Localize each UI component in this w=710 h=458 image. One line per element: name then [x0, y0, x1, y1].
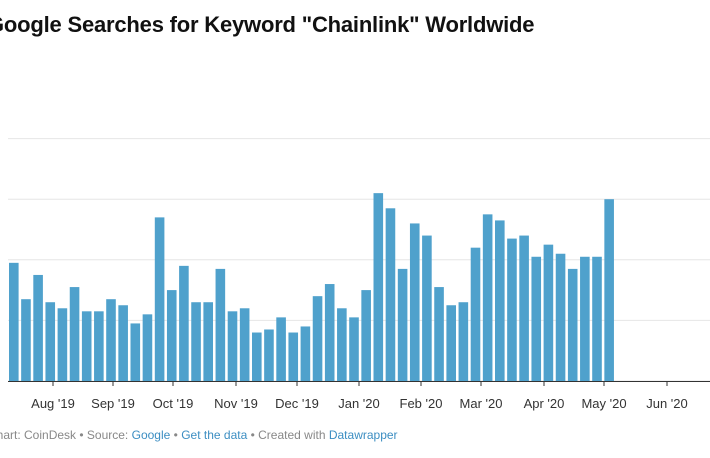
footer-created-with: • Created with	[250, 428, 326, 442]
bar	[203, 302, 213, 381]
x-tick-label: Aug '19	[31, 396, 75, 411]
bar	[434, 287, 444, 381]
bar	[166, 290, 177, 381]
source-link[interactable]: Google	[131, 428, 171, 442]
x-tick-label: Nov '19	[214, 396, 258, 411]
bar	[373, 193, 384, 381]
bar	[543, 244, 554, 381]
x-tick-label: May '20	[581, 396, 626, 411]
bar	[252, 332, 262, 381]
bar	[580, 256, 590, 381]
bar	[507, 238, 517, 381]
bar	[555, 253, 566, 381]
bar	[179, 265, 189, 381]
bar-chart: Aug '19 Sep '19 Oct '19 Nov '19 Dec '19 Jan '…	[8, 138, 710, 411]
bar	[227, 311, 238, 381]
bar	[45, 302, 56, 381]
footer-separator: •	[173, 428, 178, 442]
bar	[264, 329, 274, 381]
bar	[495, 220, 505, 381]
bar	[154, 217, 165, 381]
x-tick-label: Jun '20	[646, 396, 688, 411]
bar	[57, 308, 68, 381]
bar	[519, 235, 529, 381]
bar	[324, 284, 335, 381]
datawrapper-link[interactable]: Datawrapper	[328, 428, 398, 442]
bar	[106, 299, 116, 381]
bar	[458, 302, 469, 381]
x-tick-label: Feb '20	[400, 396, 443, 411]
get-data-link[interactable]: Get the data	[181, 428, 248, 442]
bar	[470, 247, 481, 381]
bar	[215, 268, 226, 381]
bar	[312, 296, 323, 381]
bar	[69, 287, 80, 381]
bar	[300, 326, 311, 381]
bar	[191, 302, 201, 381]
x-tick-label: Dec '19	[275, 396, 319, 411]
bar	[9, 262, 19, 381]
bar	[482, 214, 493, 381]
bar	[33, 274, 43, 381]
bar	[592, 256, 602, 381]
bar	[142, 314, 153, 381]
x-tick-label: Apr '20	[524, 396, 565, 411]
bar	[397, 268, 408, 381]
bar	[94, 311, 104, 381]
x-tick-label: Mar '20	[460, 396, 503, 411]
x-tick-label: Oct '19	[153, 396, 194, 411]
bar	[385, 208, 396, 381]
bar	[288, 332, 299, 381]
bar	[446, 305, 456, 381]
bar	[409, 223, 420, 381]
x-tick-label: Jan '20	[338, 396, 380, 411]
bar	[239, 308, 250, 381]
bar	[337, 308, 347, 381]
bar	[21, 299, 31, 381]
bar	[422, 235, 432, 381]
bars	[9, 193, 614, 381]
footer-credit: Chart: CoinDesk • Source:	[0, 428, 129, 442]
bar	[604, 199, 614, 381]
chart-title: Google Searches for Keyword "Chainlink" …	[0, 12, 535, 37]
bar	[118, 305, 128, 381]
chart-footer: Chart: CoinDesk • Source: Google • Get t…	[0, 428, 398, 442]
bar	[361, 290, 371, 381]
bar	[349, 317, 359, 381]
bar	[130, 323, 141, 381]
x-axis-labels: Aug '19 Sep '19 Oct '19 Nov '19 Dec '19 Jan '…	[31, 396, 688, 411]
bar	[276, 317, 286, 381]
bar	[531, 256, 542, 381]
bar	[567, 268, 578, 381]
bar	[81, 311, 92, 381]
x-axis-ticks	[8, 381, 710, 386]
x-tick-label: Sep '19	[91, 396, 135, 411]
